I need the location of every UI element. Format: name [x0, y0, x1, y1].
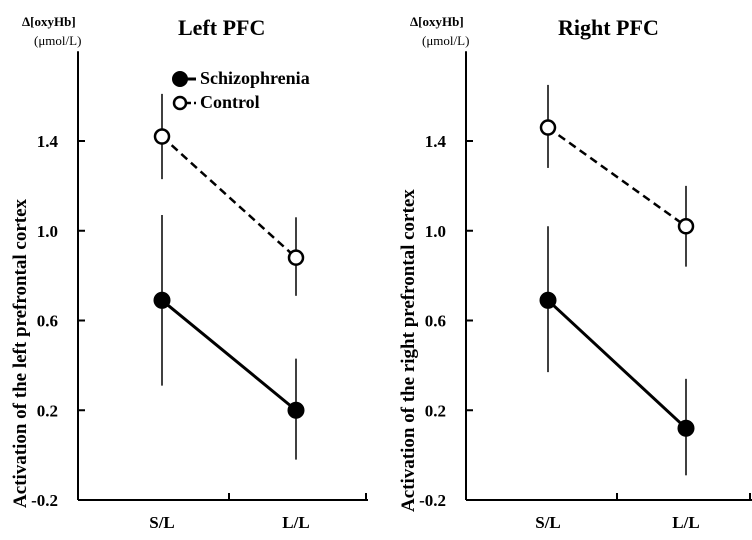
unit-label-line2: (μmol/L) [34, 33, 82, 48]
data-point-schizophrenia [539, 291, 557, 309]
data-point-schizophrenia [677, 419, 695, 437]
y-tick-label: 0.2 [37, 401, 58, 420]
y-tick-label: 0.6 [425, 312, 446, 331]
y-tick-label: 0.6 [37, 312, 58, 331]
y-tick-label: 1.4 [37, 132, 59, 151]
data-point-control [539, 119, 557, 136]
x-tick-label: L/L [282, 513, 309, 532]
y-tick-label: -0.2 [31, 491, 58, 510]
data-point-control [677, 218, 695, 235]
unit-label-line1: Δ[oxyHb] [410, 14, 464, 29]
legend-marker-control [172, 95, 188, 111]
chart-plot-right: -0.2 0.2 0.6 1.0 1.4 S/L L/L [419, 51, 752, 532]
data-point-schizophrenia [287, 401, 305, 419]
left-pfc-panel: Δ[oxyHb] (μmol/L) Left PFC Activation of… [10, 14, 368, 532]
series-line-control [161, 135, 297, 259]
y-tick-label: 1.0 [37, 222, 58, 241]
chart-title: Right PFC [558, 15, 659, 40]
y-tick-label: 1.0 [425, 222, 446, 241]
y-tick-label: -0.2 [419, 491, 446, 510]
legend-label-control: Control [200, 92, 260, 112]
data-point-control [287, 249, 305, 266]
legend-markers [172, 71, 196, 111]
legend-label-schizophrenia: Schizophrenia [200, 68, 310, 88]
unit-label-line1: Δ[oxyHb] [22, 14, 76, 29]
right-pfc-panel: Δ[oxyHb] (μmol/L) Right PFC Activation o… [376, 0, 752, 540]
series-line-control [547, 126, 687, 228]
series-line-schizophrenia [161, 299, 297, 412]
x-tick-label: S/L [149, 513, 175, 532]
chart-plot-left: -0.2 0.2 0.6 1.0 1.4 S/L L/L [31, 51, 368, 532]
x-tick-label: S/L [535, 513, 561, 532]
x-tick-label: L/L [672, 513, 699, 532]
chart-title: Left PFC [178, 15, 266, 40]
y-tick-label: 1.4 [425, 132, 447, 151]
data-point-schizophrenia [153, 291, 171, 309]
series-line-schizophrenia [546, 299, 688, 430]
unit-label-line2: (μmol/L) [422, 33, 470, 48]
y-tick-label: 0.2 [425, 401, 446, 420]
data-point-control [153, 128, 171, 145]
